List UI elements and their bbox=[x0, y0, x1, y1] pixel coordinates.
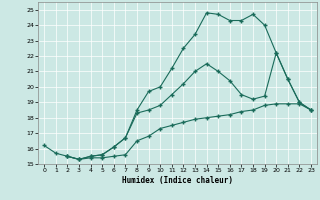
X-axis label: Humidex (Indice chaleur): Humidex (Indice chaleur) bbox=[122, 176, 233, 185]
